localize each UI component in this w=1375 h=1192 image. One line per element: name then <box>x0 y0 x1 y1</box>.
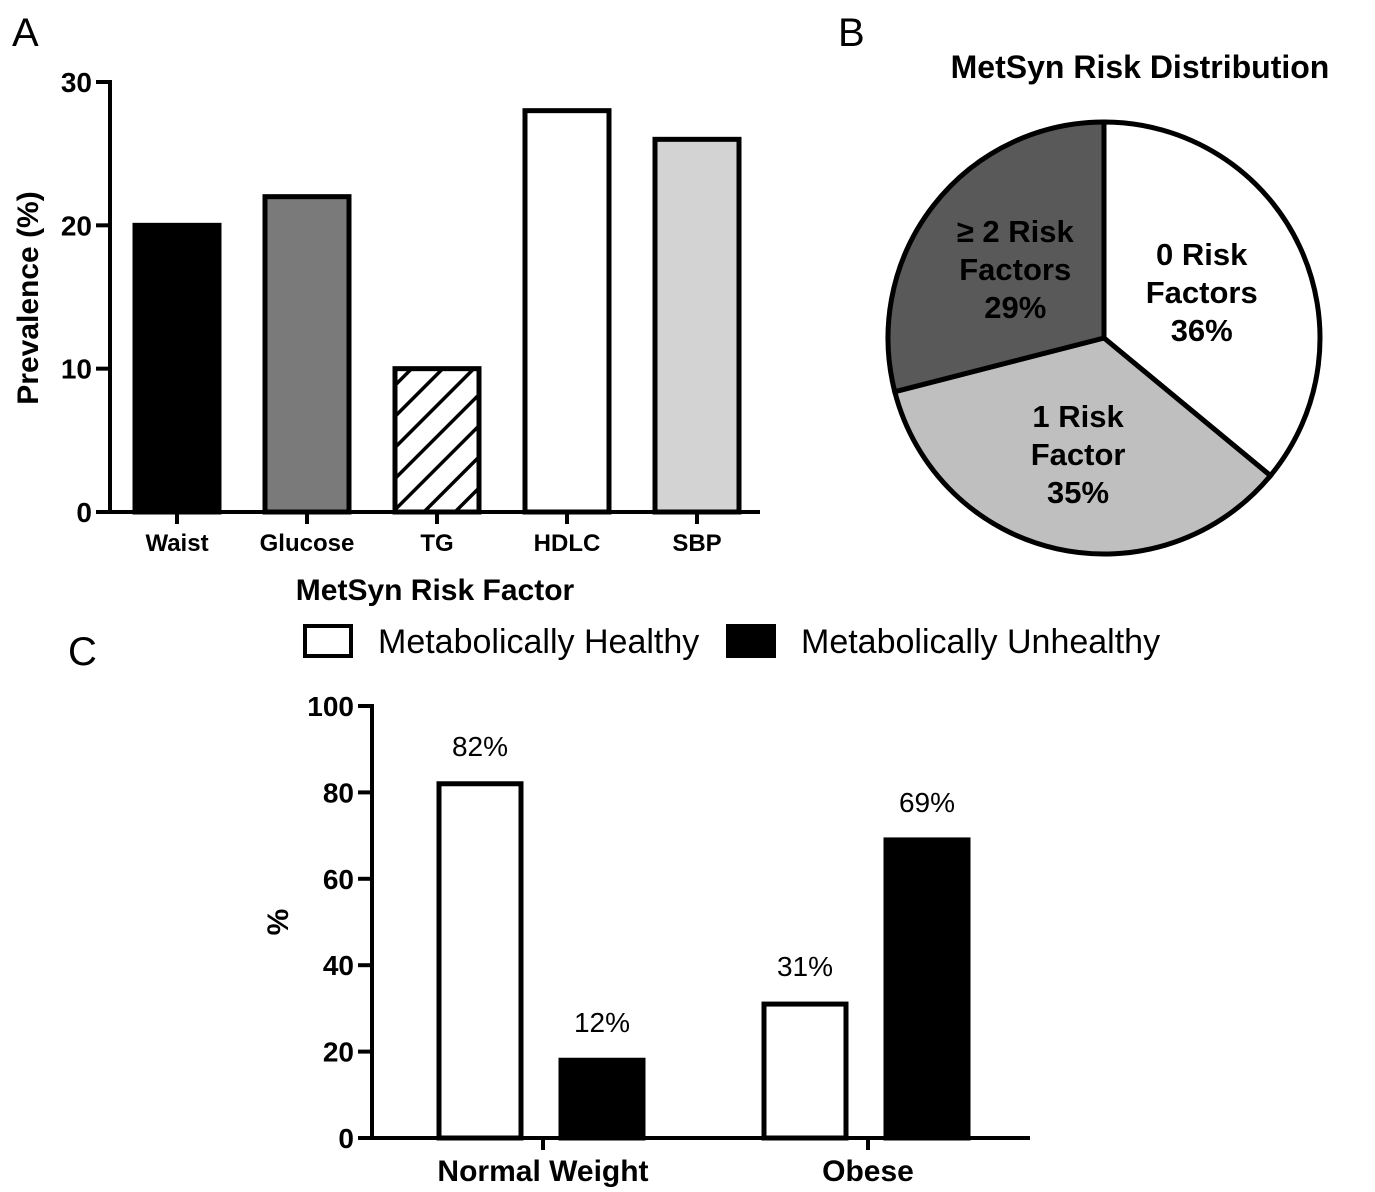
a-bar-tg <box>392 366 482 515</box>
legend-label-healthy: Metabolically Healthy <box>378 623 699 661</box>
c-y-tick-label: 40 <box>323 950 354 981</box>
c-legend: Metabolically Healthy Metabolically Unhe… <box>303 623 1160 661</box>
c-data-label: 12% <box>574 1007 630 1038</box>
panel-c-grouped-bar-chart: Metabolically Healthy Metabolically Unhe… <box>262 623 1160 1188</box>
a-x-tick-label: Glucose <box>260 530 355 557</box>
a-x-tick-label: TG <box>420 530 453 557</box>
a-y-tick-label: 0 <box>76 497 92 528</box>
pie-slice-label: ≥ 2 Risk Factors 29% <box>957 214 1075 325</box>
panel-label-a: A <box>12 11 39 55</box>
a-x-tick-label: Waist <box>145 530 208 557</box>
c-y-tick-label: 20 <box>323 1037 354 1068</box>
c-y-tick-label: 100 <box>307 691 354 722</box>
c-x-tick-label: Normal Weight <box>437 1155 648 1188</box>
pie-slice-3 <box>885 119 1107 395</box>
c-bar-obese-metabolically-healthy <box>761 1001 849 1141</box>
legend-label-unhealthy: Metabolically Unhealthy <box>801 623 1160 661</box>
a-bar-sbp <box>652 136 742 515</box>
panel-b-pie-chart: MetSyn Risk Distribution 0 Risk Factors 36… <box>885 49 1330 557</box>
b-chart-title: MetSyn Risk Distribution <box>951 49 1330 85</box>
c-data-label: 82% <box>452 731 508 762</box>
a-x-axis-label: MetSyn Risk Factor <box>296 574 575 607</box>
c-bar-normal-weight-metabolically-healthy <box>436 781 524 1141</box>
a-y-axis-label: Prevalence (%) <box>12 191 45 404</box>
pie-slice-1 <box>1101 119 1323 480</box>
a-bar-glucose <box>262 194 352 515</box>
c-bar-obese-metabolically-unhealthy <box>883 837 971 1141</box>
panel-label-b: B <box>838 11 865 55</box>
c-data-label: 69% <box>899 787 955 818</box>
a-x-tick-label: HDLC <box>534 530 601 557</box>
a-y-tick-label: 10 <box>61 354 92 385</box>
panel-label-c: C <box>68 630 97 674</box>
a-y-tick-label: 30 <box>61 67 92 98</box>
pie-slice-2 <box>891 335 1274 557</box>
a-y-tick-label: 20 <box>61 210 92 241</box>
c-bar-normal-weight-metabolically-unhealthy <box>558 1057 646 1141</box>
panel-a-bar-chart: 0 10 20 30 Waist Glucose TG HDLC SBP Prevalence… <box>12 67 760 607</box>
a-bar-hdlc <box>522 108 612 515</box>
c-y-axis-label: % <box>262 909 295 936</box>
a-bar-waist <box>132 222 222 515</box>
pie-slice-label: 0 Risk Factors 36% <box>1146 237 1258 348</box>
c-data-label: 31% <box>777 951 833 982</box>
legend-swatch-healthy <box>303 624 353 658</box>
c-y-tick-label: 60 <box>323 864 354 895</box>
c-y-tick-label: 80 <box>323 777 354 808</box>
c-y-tick-label: 0 <box>338 1123 354 1154</box>
pie-slice-label: 1 Risk Factor 35% <box>1031 399 1126 510</box>
legend-swatch-unhealthy <box>726 624 776 658</box>
c-x-tick-label: Obese <box>822 1155 914 1188</box>
a-x-tick-label: SBP <box>672 530 721 557</box>
